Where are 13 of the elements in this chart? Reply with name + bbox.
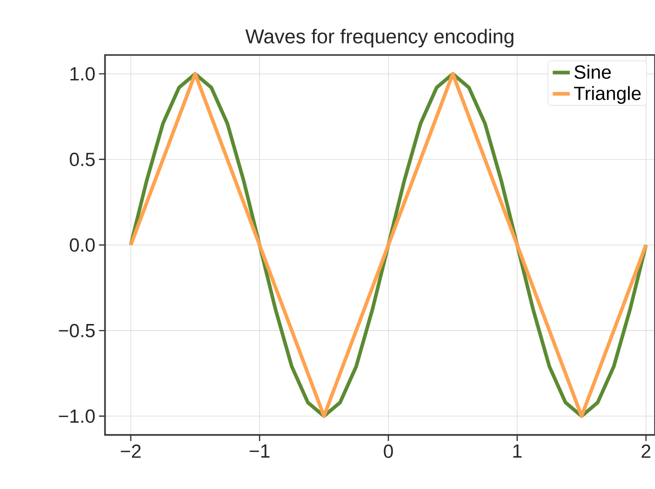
y-tick-label: 1.0 [70,67,95,81]
y-tick-label: 0.5 [70,152,95,166]
chart-title: Waves for frequency encoding [245,28,514,48]
y-tick-label: −1.0 [58,409,95,423]
x-tick-label: −1 [250,444,270,458]
x-tick-label: 0 [384,444,393,458]
y-tick-label: 0.0 [70,238,95,252]
x-tick-label: 2 [642,444,650,458]
x-tick-label: −2 [120,444,141,458]
y-tick-label: −0.5 [58,324,95,338]
legend-label: Sine [574,64,611,79]
x-tick-label: 1 [513,444,522,458]
legend-label: Triangle [574,86,641,104]
